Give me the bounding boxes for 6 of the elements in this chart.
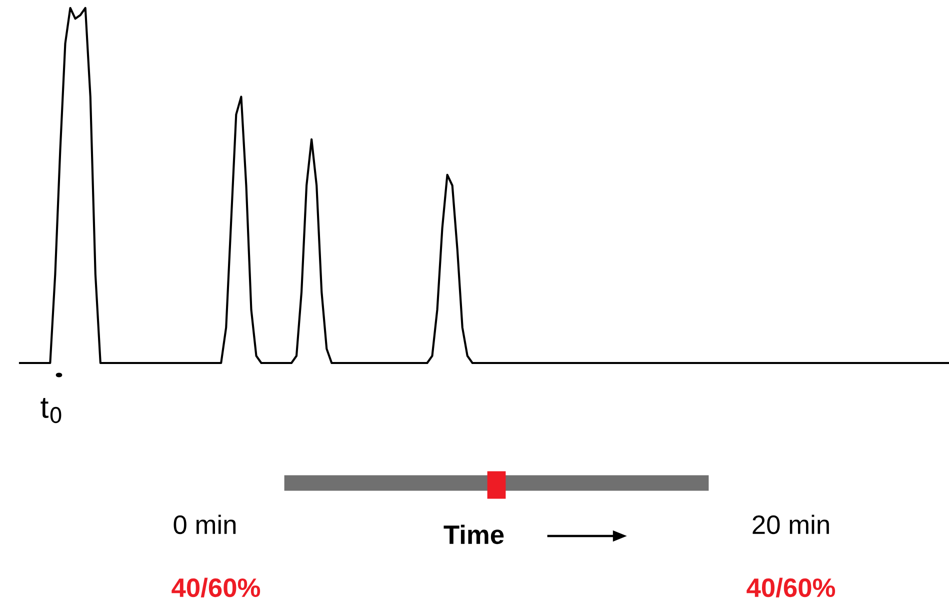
text: 20 min <box>752 514 829 534</box>
text: 40/60% <box>746 578 836 598</box>
text: t$_{0}$ <box>40 398 62 424</box>
text: 40/60% <box>172 578 260 598</box>
text: 0 min <box>174 514 236 534</box>
text: Time <box>444 524 504 544</box>
